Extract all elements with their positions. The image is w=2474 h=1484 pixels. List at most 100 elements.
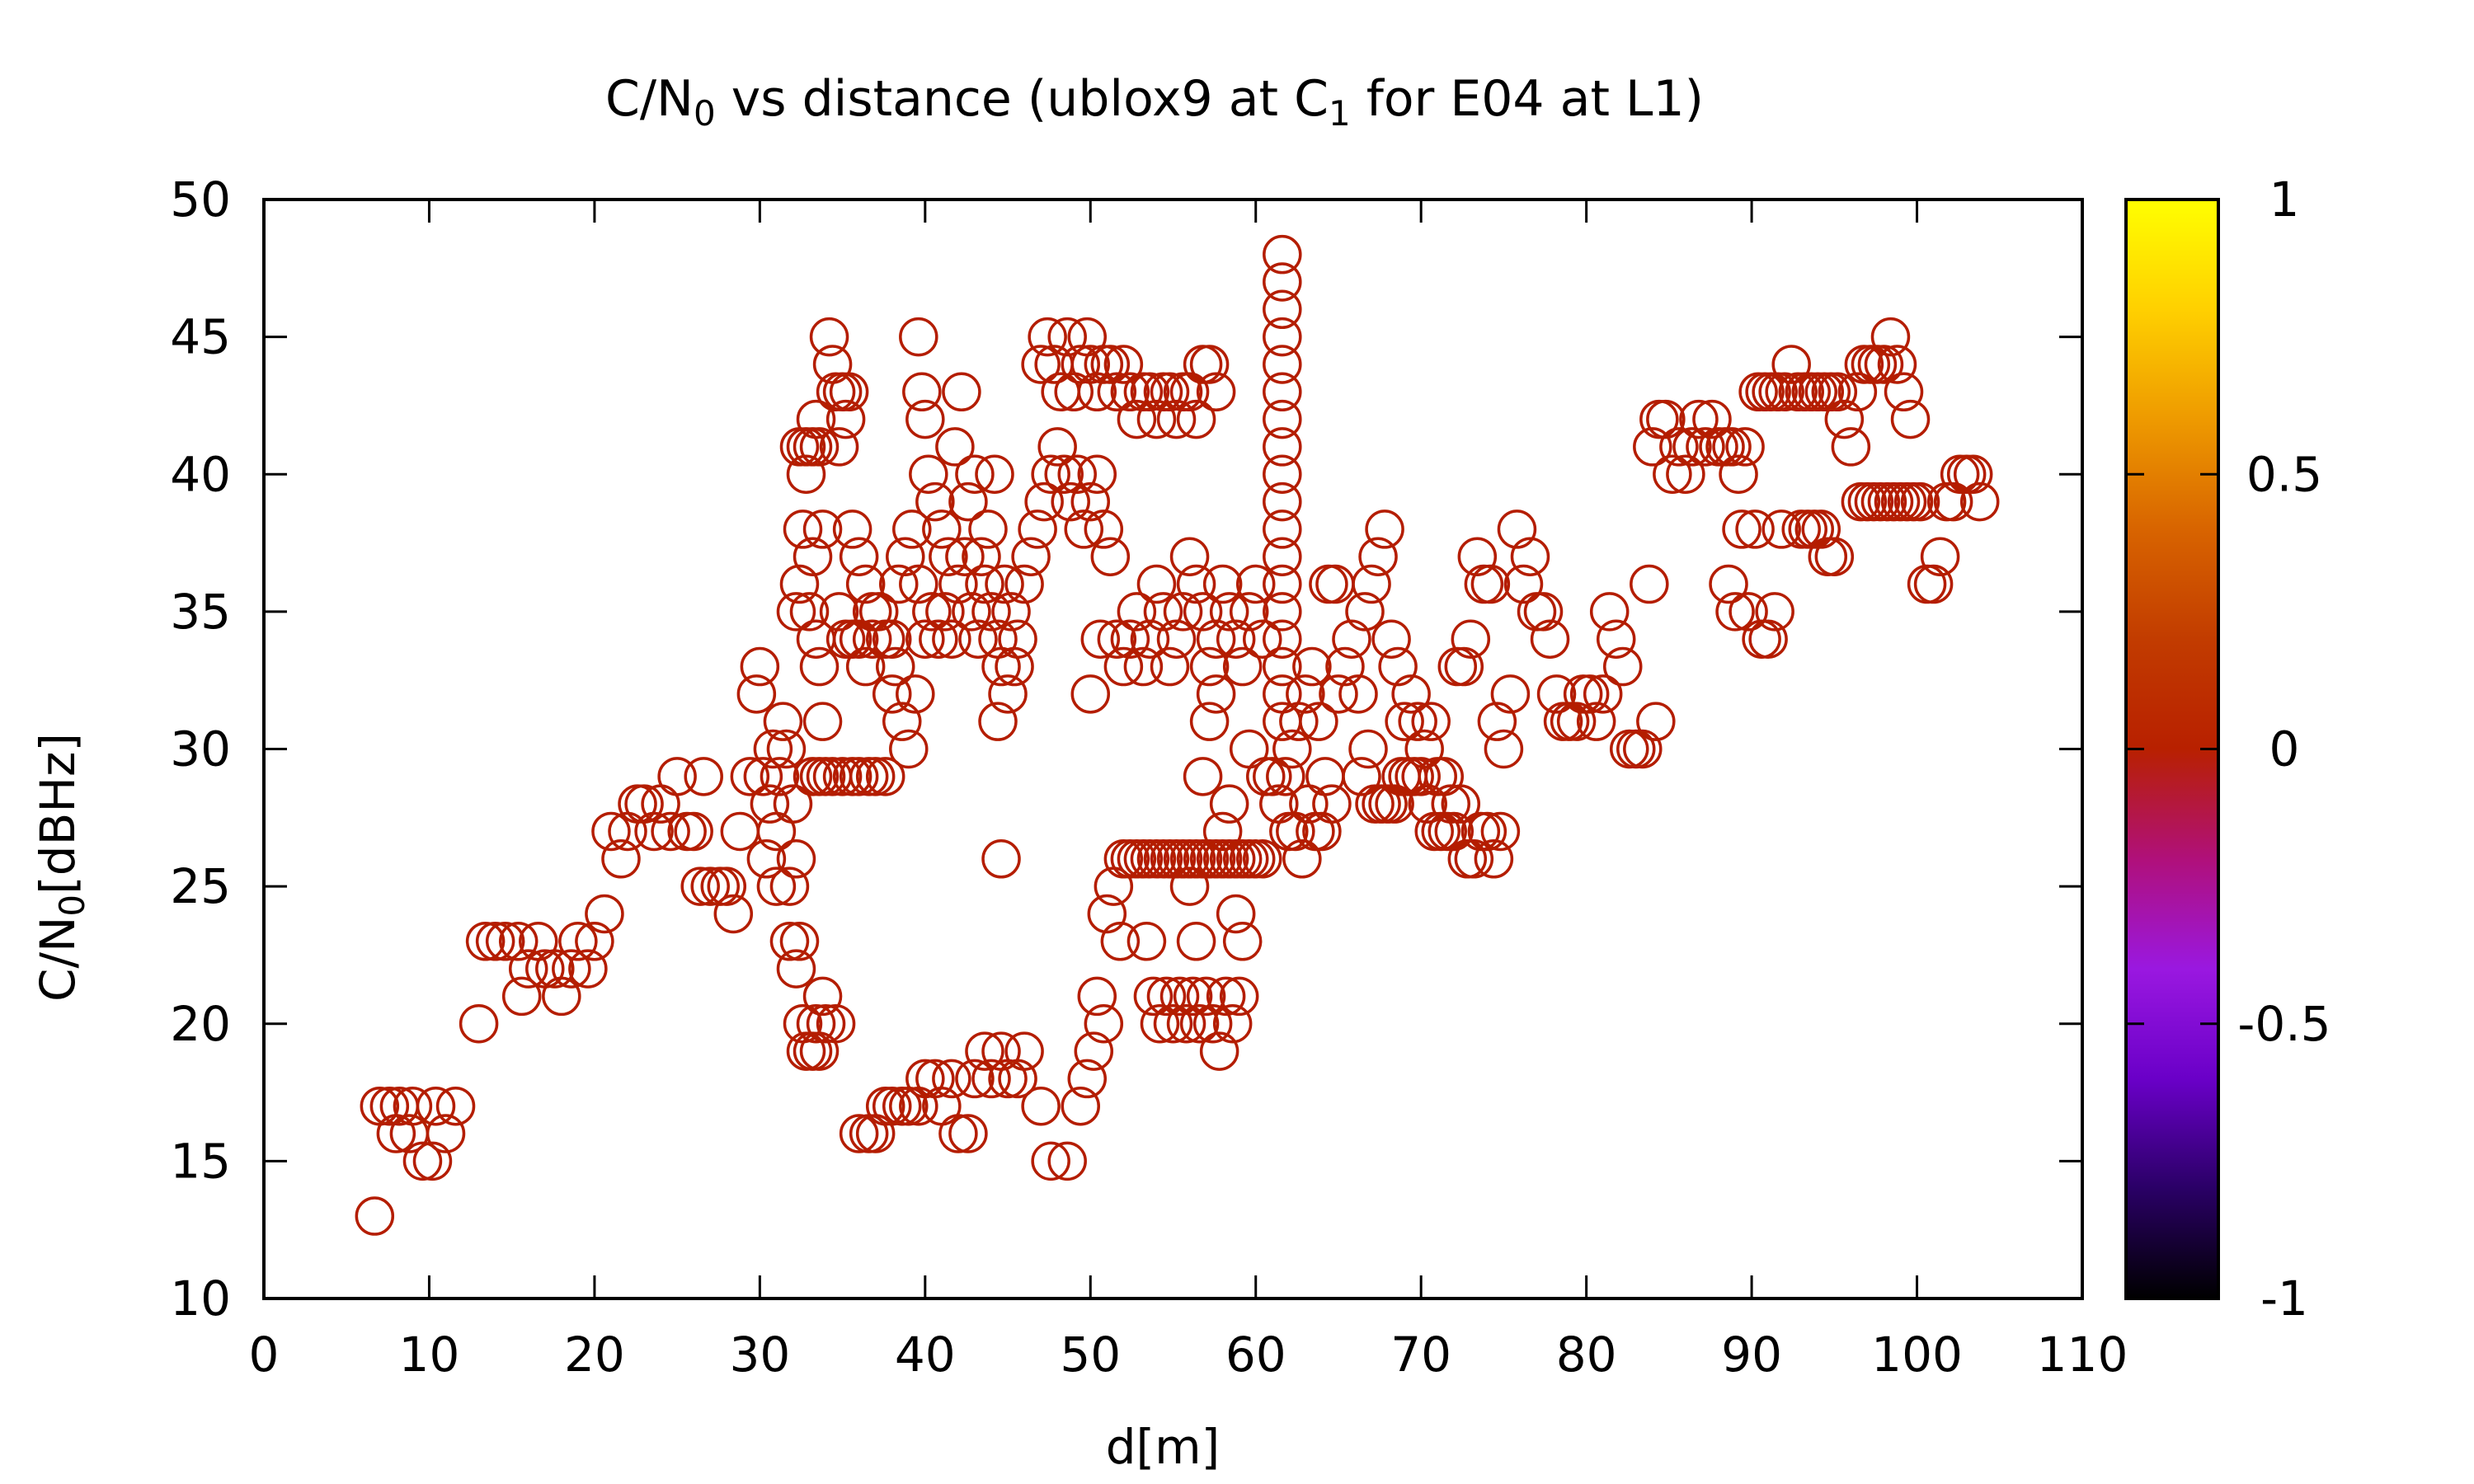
data-point bbox=[1090, 345, 1131, 384]
data-point bbox=[475, 922, 515, 961]
data-point bbox=[1352, 564, 1391, 604]
data-point bbox=[845, 564, 886, 604]
data-point bbox=[1183, 592, 1223, 632]
data-point bbox=[875, 646, 915, 687]
data-point bbox=[971, 1059, 1011, 1099]
data-point bbox=[1345, 592, 1385, 632]
data-point bbox=[915, 481, 955, 522]
data-point bbox=[1103, 345, 1144, 384]
data-point bbox=[1286, 674, 1325, 714]
data-point bbox=[1391, 674, 1431, 714]
data-point bbox=[1067, 1059, 1108, 1099]
data-point bbox=[1186, 976, 1226, 1017]
data-point bbox=[789, 592, 830, 632]
data-point bbox=[1480, 811, 1521, 852]
data-point bbox=[1953, 454, 1993, 494]
data-point bbox=[501, 976, 542, 1017]
data-point bbox=[535, 949, 575, 989]
data-point bbox=[809, 317, 849, 357]
data-point bbox=[1189, 646, 1230, 687]
data-point bbox=[1371, 619, 1411, 659]
data-point bbox=[1263, 317, 1302, 357]
data-point bbox=[1130, 619, 1170, 659]
data-point bbox=[783, 510, 823, 549]
data-point bbox=[776, 839, 816, 879]
data-point bbox=[1719, 454, 1758, 494]
data-point bbox=[435, 1086, 476, 1126]
data-point bbox=[1870, 317, 1911, 357]
data-point bbox=[1569, 674, 1610, 714]
data-point bbox=[1136, 564, 1177, 604]
data-point bbox=[1444, 646, 1484, 687]
data-point bbox=[1150, 646, 1190, 687]
data-point bbox=[1061, 1086, 1100, 1126]
data-point bbox=[839, 1114, 879, 1153]
data-point bbox=[971, 592, 1011, 632]
data-point bbox=[601, 839, 641, 879]
data-point bbox=[1263, 564, 1302, 604]
data-point bbox=[1729, 592, 1768, 632]
data-point bbox=[1434, 811, 1475, 852]
data-point bbox=[1189, 702, 1230, 741]
data-point bbox=[793, 537, 833, 576]
x-tick-label: 50 bbox=[1060, 1327, 1121, 1383]
data-point bbox=[1765, 372, 1804, 412]
data-point bbox=[1315, 564, 1355, 604]
data-point bbox=[1375, 784, 1414, 824]
data-point bbox=[1222, 922, 1263, 961]
x-tick-label: 40 bbox=[895, 1327, 956, 1383]
data-point bbox=[1672, 427, 1712, 467]
axis-ticks: 0 10 20 30 40 50 60 70 80 90 100 110 10 15 20 25 30 35 40 4… bbox=[170, 171, 2128, 1383]
data-point bbox=[542, 976, 581, 1017]
data-point bbox=[1031, 454, 1070, 494]
data-point bbox=[1263, 592, 1302, 632]
data-point bbox=[1623, 729, 1663, 769]
x-tick-label: 20 bbox=[564, 1327, 625, 1383]
data-point bbox=[1709, 564, 1748, 604]
data-point bbox=[1074, 1031, 1114, 1071]
y-tick-label: 45 bbox=[170, 309, 231, 365]
data-point bbox=[1169, 372, 1210, 412]
data-point bbox=[756, 866, 797, 906]
data-point bbox=[1097, 619, 1137, 659]
data-point bbox=[369, 1086, 410, 1126]
data-point bbox=[1319, 674, 1358, 714]
data-point bbox=[1123, 646, 1164, 687]
data-point bbox=[1028, 317, 1067, 357]
data-point bbox=[925, 592, 965, 632]
data-point bbox=[1536, 674, 1577, 714]
x-tick-label: 90 bbox=[1721, 1327, 1782, 1383]
data-point bbox=[948, 481, 988, 522]
data-point bbox=[1454, 839, 1494, 879]
data-point bbox=[1510, 537, 1550, 576]
data-point bbox=[1051, 481, 1090, 522]
data-point bbox=[932, 619, 971, 659]
data-point bbox=[1263, 289, 1302, 330]
data-point bbox=[585, 894, 624, 934]
data-point bbox=[402, 1141, 443, 1181]
y-tick-label: 35 bbox=[170, 584, 231, 640]
data-point bbox=[1653, 454, 1692, 494]
data-point bbox=[981, 646, 1021, 687]
data-point bbox=[355, 1196, 395, 1236]
data-point bbox=[1070, 481, 1111, 522]
data-point bbox=[948, 1114, 988, 1153]
data-point bbox=[1176, 564, 1216, 604]
data-point bbox=[1477, 702, 1517, 741]
data-point bbox=[1589, 592, 1630, 632]
data-point bbox=[1163, 592, 1203, 632]
data-point bbox=[965, 1031, 1004, 1071]
data-point bbox=[730, 757, 770, 796]
data-point bbox=[1305, 757, 1345, 796]
data-point bbox=[1179, 1004, 1220, 1044]
y-tick-label: 10 bbox=[170, 1270, 231, 1327]
data-point bbox=[1216, 619, 1256, 659]
data-point bbox=[1358, 537, 1398, 576]
data-point bbox=[886, 537, 925, 576]
data-point bbox=[1070, 674, 1111, 714]
data-point bbox=[1242, 619, 1282, 659]
data-point bbox=[905, 619, 945, 659]
data-point bbox=[1365, 510, 1404, 549]
data-point bbox=[855, 757, 896, 796]
x-tick-label: 80 bbox=[1556, 1327, 1617, 1383]
